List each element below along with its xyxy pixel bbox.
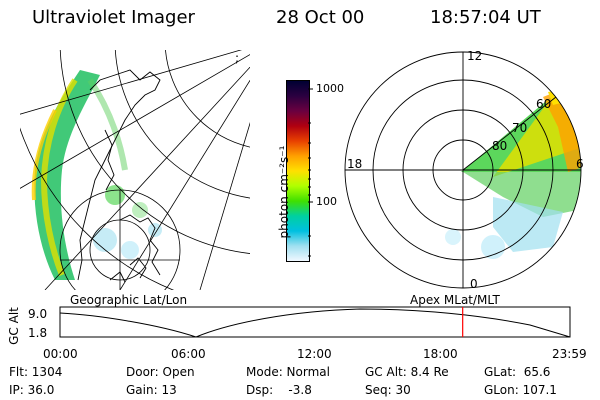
- footer-seq: Seq: 30: [365, 383, 411, 397]
- colorbar-axis: [308, 88, 313, 257]
- geo-map-caption: Geographic Lat/Lon: [70, 293, 188, 307]
- timeline-y-min: 1.8: [28, 326, 48, 340]
- footer-glat: GLat: 65.6: [484, 365, 551, 379]
- mlt-label-18: 18: [347, 157, 363, 171]
- polar-plot: [344, 51, 582, 289]
- timeline-y-max: 9.0: [28, 307, 48, 321]
- geo-grid: [20, 50, 250, 290]
- svg-text:;: ;: [235, 51, 239, 65]
- polar-plot-caption: Apex MLat/MLT: [410, 293, 500, 307]
- mlat-label-80: 80: [492, 139, 508, 153]
- image-date: 28 Oct 00: [276, 7, 365, 28]
- altitude-curve: [59, 308, 571, 338]
- timeline-tick-2359: 23:59: [552, 347, 587, 361]
- footer-door: Door: Open: [126, 365, 195, 379]
- coastlines: [77, 69, 161, 283]
- mlt-label-6: 6: [576, 157, 584, 171]
- mlat-label-70: 70: [512, 121, 528, 135]
- polar-grid: [344, 51, 582, 289]
- timeline-y-label: GC Alt: [7, 307, 21, 345]
- colorbar: [286, 80, 310, 262]
- mlt-label-0: 0: [470, 277, 478, 291]
- aurora-emission-polar: [445, 87, 581, 259]
- footer-dsp: Dsp: -3.8: [246, 383, 312, 397]
- timeline-tick-1200: 12:00: [297, 347, 332, 361]
- footer-glon: GLon: 107.1: [484, 383, 557, 397]
- colorbar-tick-1000: 1000: [316, 82, 344, 95]
- mlt-label-12: 12: [467, 49, 483, 63]
- colorbar-unit-label: photon cm⁻²s⁻¹: [277, 145, 291, 239]
- geographic-map: ;: [20, 50, 250, 290]
- orbit-timeline: [59, 306, 571, 338]
- footer-flt: Flt: 1304: [9, 365, 63, 379]
- image-time: 18:57:04 UT: [430, 7, 541, 28]
- timeline-tick-0600: 06:00: [171, 347, 206, 361]
- footer-mode: Mode: Normal: [246, 365, 330, 379]
- app-title: Ultraviolet Imager: [32, 7, 195, 28]
- footer-gain: Gain: 13: [126, 383, 177, 397]
- mlat-label-60: 60: [536, 97, 552, 111]
- footer-gc-alt: GC Alt: 8.4 Re: [365, 365, 449, 379]
- timeline-tick-1800: 18:00: [423, 347, 458, 361]
- footer-ip: IP: 36.0: [9, 383, 55, 397]
- timeline-tick-0000: 00:00: [43, 347, 78, 361]
- colorbar-tick-100: 100: [316, 195, 337, 208]
